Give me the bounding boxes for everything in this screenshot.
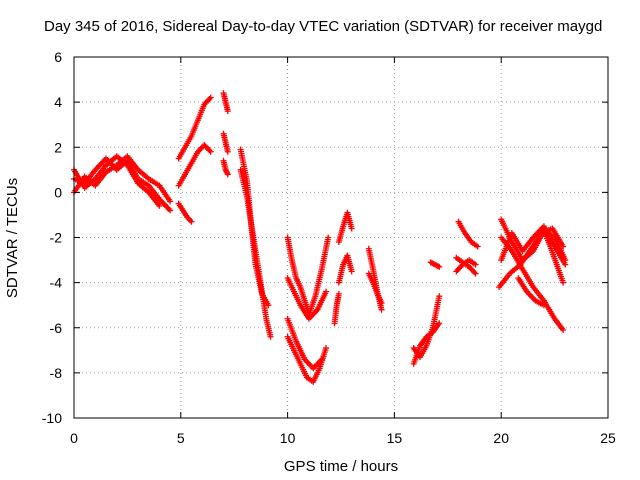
data-point <box>167 207 174 214</box>
data-point <box>265 302 272 309</box>
series-arc-24 <box>455 218 481 250</box>
data-point <box>323 288 330 295</box>
data-point <box>348 268 355 275</box>
data-point <box>562 261 569 268</box>
data-point <box>323 345 330 352</box>
data-point <box>224 148 231 155</box>
series-arc-29 <box>496 225 567 291</box>
data-point <box>540 302 547 309</box>
series-arc-12 <box>284 234 332 318</box>
chart-title: Day 345 of 2016, Sidereal Day-to-day VTE… <box>44 18 603 35</box>
data-point <box>472 270 479 277</box>
x-tick-label: 25 <box>600 430 616 446</box>
series-arc-25 <box>453 254 479 277</box>
y-tick-label: -8 <box>50 365 63 381</box>
series-arc-23 <box>427 259 443 270</box>
data-point <box>156 202 163 209</box>
data-point <box>224 108 231 115</box>
data-point <box>207 94 214 101</box>
series-arc-07 <box>220 90 231 115</box>
data-point <box>378 306 385 313</box>
series-arc-17 <box>335 252 355 286</box>
series-arc-16 <box>335 209 355 246</box>
series-arc-03 <box>71 153 163 209</box>
y-tick-label: -2 <box>50 230 63 246</box>
data-point <box>378 299 385 306</box>
series-arc-32 <box>540 227 567 286</box>
data-point <box>325 234 332 241</box>
data-point <box>267 333 274 340</box>
data-point <box>188 218 195 225</box>
series-arc-04 <box>175 94 214 162</box>
series-arc-31 <box>515 275 547 309</box>
y-tick-label: -10 <box>42 410 62 426</box>
series-arc-28 <box>498 223 569 268</box>
x-tick-label: 20 <box>493 430 509 446</box>
series-arc-22 <box>410 293 443 361</box>
data-points <box>71 90 569 385</box>
series-arc-20 <box>365 270 385 306</box>
series-arc-09 <box>220 157 231 178</box>
y-tick-label: 2 <box>54 139 62 155</box>
series-arc-05 <box>175 141 214 189</box>
data-point <box>335 290 342 297</box>
x-tick-label: 0 <box>70 430 78 446</box>
data-point <box>560 327 567 334</box>
data-point <box>436 293 443 300</box>
data-point <box>207 148 214 155</box>
series-arc-11 <box>237 166 274 340</box>
data-point <box>472 261 479 268</box>
x-tick-label: 15 <box>387 430 403 446</box>
series-arc-13 <box>284 275 330 322</box>
ticks: 0 5 10 15 20 25 -10 -8 -6 -4 -2 0 2 4 6 <box>42 49 616 446</box>
x-axis-label: GPS time / hours <box>284 458 398 475</box>
y-tick-label: 0 <box>54 184 62 200</box>
x-tick-label: 10 <box>280 430 296 446</box>
series-arc-15 <box>284 315 325 372</box>
y-tick-label: 4 <box>54 94 62 110</box>
data-point <box>560 243 567 250</box>
data-point <box>436 320 443 327</box>
series-arc-18 <box>331 290 342 327</box>
series-arc-30 <box>498 234 567 334</box>
data-point <box>224 171 231 178</box>
y-tick-label: 6 <box>54 49 62 65</box>
data-point <box>436 263 443 270</box>
data-point <box>474 243 481 250</box>
data-point <box>318 356 325 363</box>
x-tick-label: 5 <box>177 430 185 446</box>
data-point <box>167 198 174 205</box>
y-tick-label: -4 <box>50 275 63 291</box>
y-tick-label: -6 <box>50 320 63 336</box>
series-arc-08 <box>220 130 231 155</box>
series-arc-26 <box>453 257 479 275</box>
data-point <box>560 279 567 286</box>
y-axis-label: SDTVAR / TECUs <box>4 178 21 298</box>
data-point <box>348 225 355 232</box>
series-arc-06 <box>175 200 195 225</box>
